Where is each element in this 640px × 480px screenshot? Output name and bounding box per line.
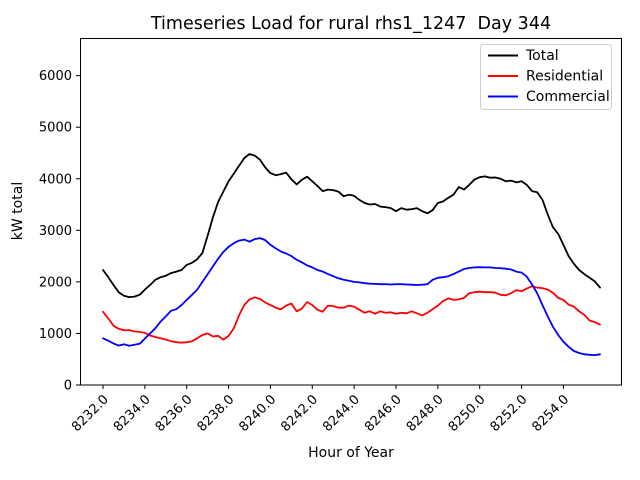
x-tick-label: 8234.0 <box>111 392 154 435</box>
y-axis-ticks: 0 1000 2000 3000 4000 5000 6000 <box>39 69 80 394</box>
y-tick-label: 0 <box>64 379 72 394</box>
y-tick-label: 4000 <box>39 172 72 187</box>
legend-entry-residential: Residential <box>488 69 603 85</box>
x-axis-ticks: 8232.0 8234.0 8236.0 8238.0 8240.0 8242.0 8244… <box>69 385 572 435</box>
x-tick-label: 8250.0 <box>446 392 489 435</box>
series-line-total <box>102 153 601 299</box>
y-tick-label: 2000 <box>39 275 72 290</box>
series-line-commercial <box>102 237 601 357</box>
x-tick-label: 8240.0 <box>236 392 279 435</box>
legend-entry-commercial: Commercial <box>488 89 610 105</box>
legend-entry-total: Total <box>488 48 559 64</box>
y-tick-label: 3000 <box>39 224 72 239</box>
legend-box: Total Residential Commercial <box>480 44 612 110</box>
x-tick-label: 8248.0 <box>404 392 447 435</box>
plot-border <box>80 38 622 386</box>
legend-label-residential: Residential <box>526 69 603 85</box>
chart-title: Timeseries Load for rural rhs1_1247 Day … <box>150 14 551 34</box>
legend-frame <box>480 44 612 110</box>
x-tick-label: 8252.0 <box>488 392 531 435</box>
legend-label-total: Total <box>525 48 559 64</box>
y-tick-label: 6000 <box>39 69 72 84</box>
x-tick-label: 8244.0 <box>320 392 363 435</box>
x-tick-label: 8236.0 <box>153 392 196 435</box>
x-tick-label: 8246.0 <box>362 392 405 435</box>
plot-series <box>102 153 601 357</box>
legend-label-commercial: Commercial <box>526 89 610 105</box>
y-axis-label: kW total <box>10 182 26 240</box>
y-tick-label: 5000 <box>39 121 72 136</box>
x-tick-label: 8238.0 <box>195 392 238 435</box>
y-tick-label: 1000 <box>39 327 72 342</box>
x-tick-label: 8232.0 <box>69 392 112 435</box>
x-tick-label: 8254.0 <box>529 392 572 435</box>
series-line-residential <box>102 285 601 344</box>
x-tick-label: 8242.0 <box>278 392 321 435</box>
x-axis-label: Hour of Year <box>308 445 394 461</box>
